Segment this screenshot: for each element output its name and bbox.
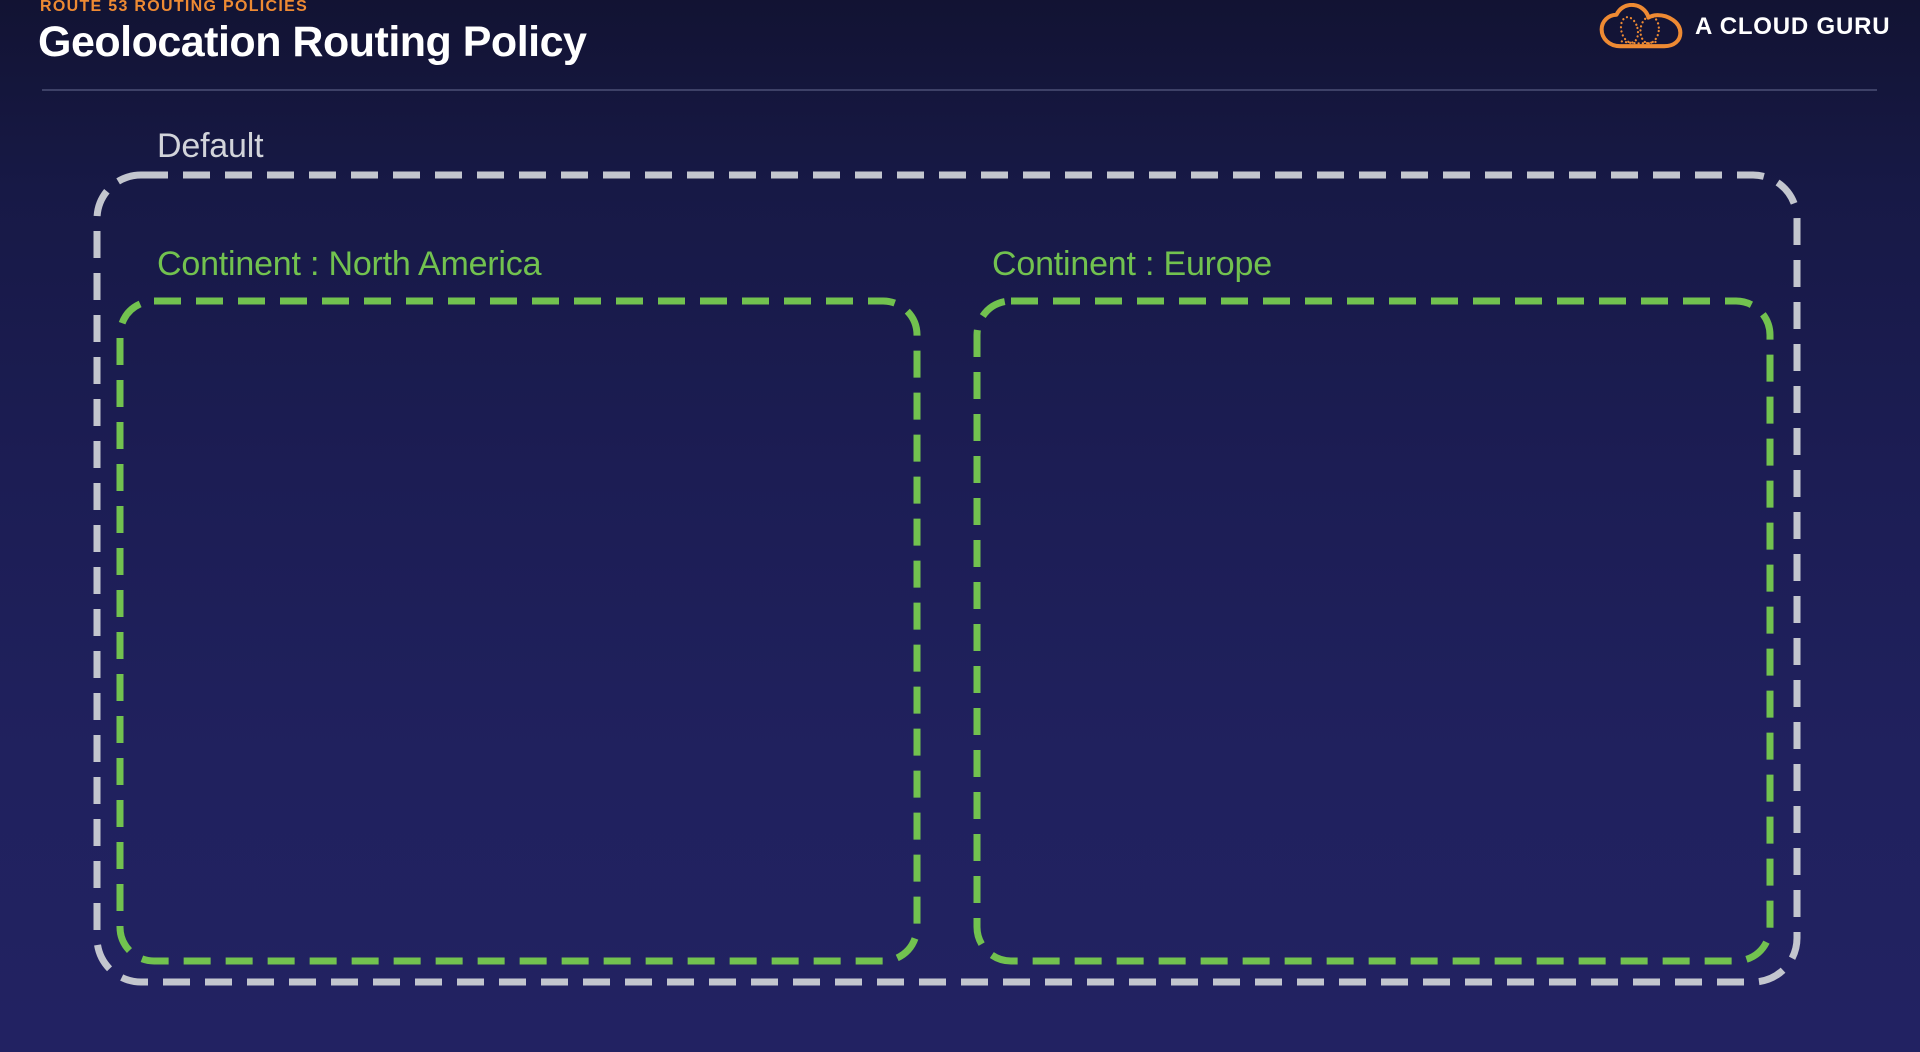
course-eyebrow: ROUTE 53 ROUTING POLICIES [40,0,309,15]
brand-logo: A CLOUD GURU [1598,3,1890,51]
north-america-box [116,297,921,965]
header-divider [42,89,1877,91]
acg-cloud-icon [1599,3,1683,49]
region-label-europe: Continent : Europe [992,245,1272,283]
region-label-north-america: Continent : North America [157,245,542,283]
cloud-dotted-loop-left [1619,16,1640,44]
cloud-outline [1599,3,1683,49]
europe-box [973,297,1774,965]
cloud-dotted-base [1620,40,1660,45]
brand-name: A CLOUD GURU [1695,13,1891,40]
default-group-box [93,171,1801,986]
default-group-label: Default [157,127,264,165]
page-title: Geolocation Routing Policy [38,18,587,66]
